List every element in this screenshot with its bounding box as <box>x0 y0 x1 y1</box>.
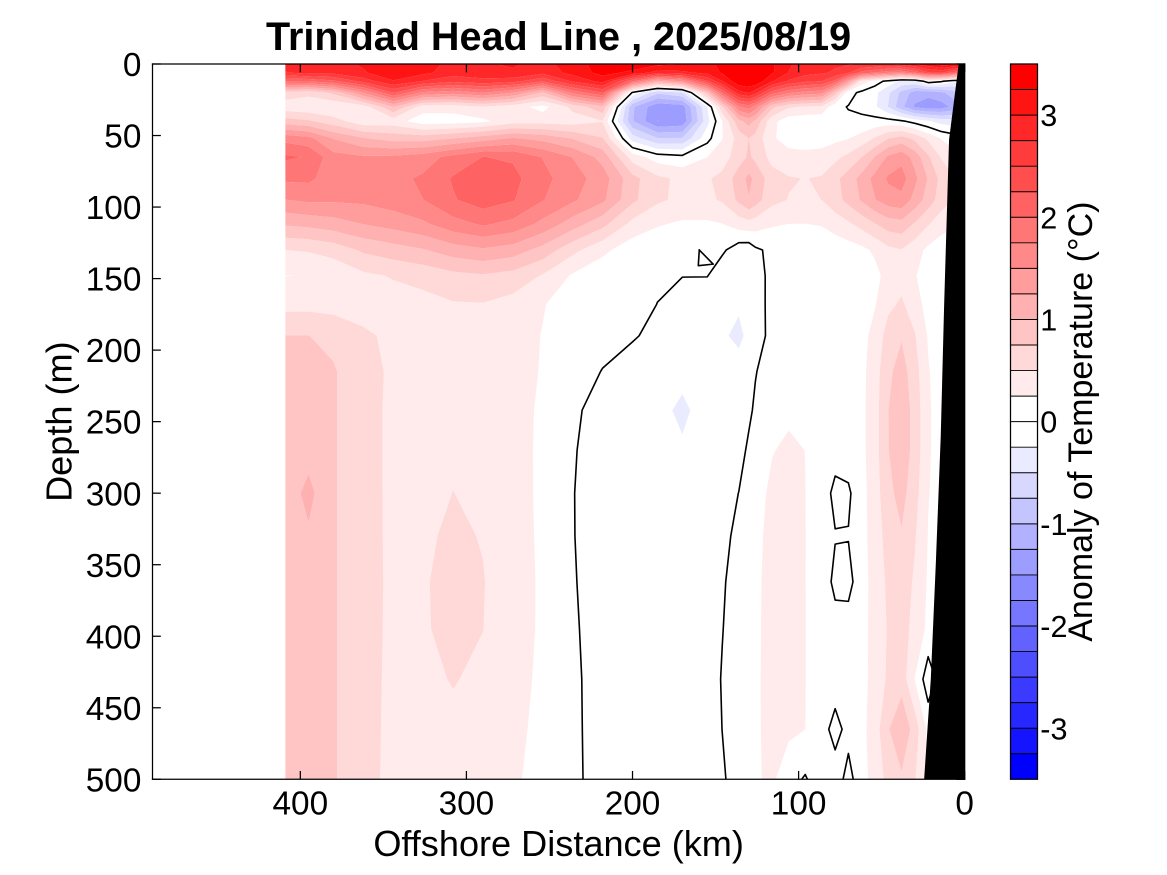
svg-text:-2: -2 <box>1040 610 1067 644</box>
svg-text:3: 3 <box>1040 99 1057 133</box>
svg-text:1: 1 <box>1040 304 1057 338</box>
svg-text:Depth (m): Depth (m) <box>39 341 80 502</box>
svg-text:-3: -3 <box>1040 712 1067 746</box>
svg-text:50: 50 <box>104 119 141 156</box>
svg-text:100: 100 <box>86 190 142 227</box>
svg-text:500: 500 <box>86 762 142 799</box>
svg-text:400: 400 <box>86 619 142 656</box>
svg-text:300: 300 <box>439 786 495 823</box>
svg-text:100: 100 <box>771 786 827 823</box>
svg-text:-1: -1 <box>1040 508 1067 542</box>
svg-text:0: 0 <box>955 786 974 823</box>
svg-text:Offshore Distance (km): Offshore Distance (km) <box>373 823 744 864</box>
svg-text:200: 200 <box>86 333 142 370</box>
svg-text:350: 350 <box>86 548 142 585</box>
svg-text:150: 150 <box>86 262 142 299</box>
svg-text:0: 0 <box>1040 406 1057 440</box>
svg-text:0: 0 <box>123 47 142 84</box>
svg-text:2: 2 <box>1040 201 1057 235</box>
svg-text:450: 450 <box>86 691 142 728</box>
svg-text:300: 300 <box>86 476 142 513</box>
svg-text:200: 200 <box>605 786 661 823</box>
svg-text:Anomaly of Temperature (°C): Anomaly of Temperature (°C) <box>1062 202 1100 642</box>
svg-text:Trinidad Head Line , 2025/08/1: Trinidad Head Line , 2025/08/19 <box>266 15 851 59</box>
svg-text:400: 400 <box>273 786 329 823</box>
svg-text:250: 250 <box>86 405 142 442</box>
